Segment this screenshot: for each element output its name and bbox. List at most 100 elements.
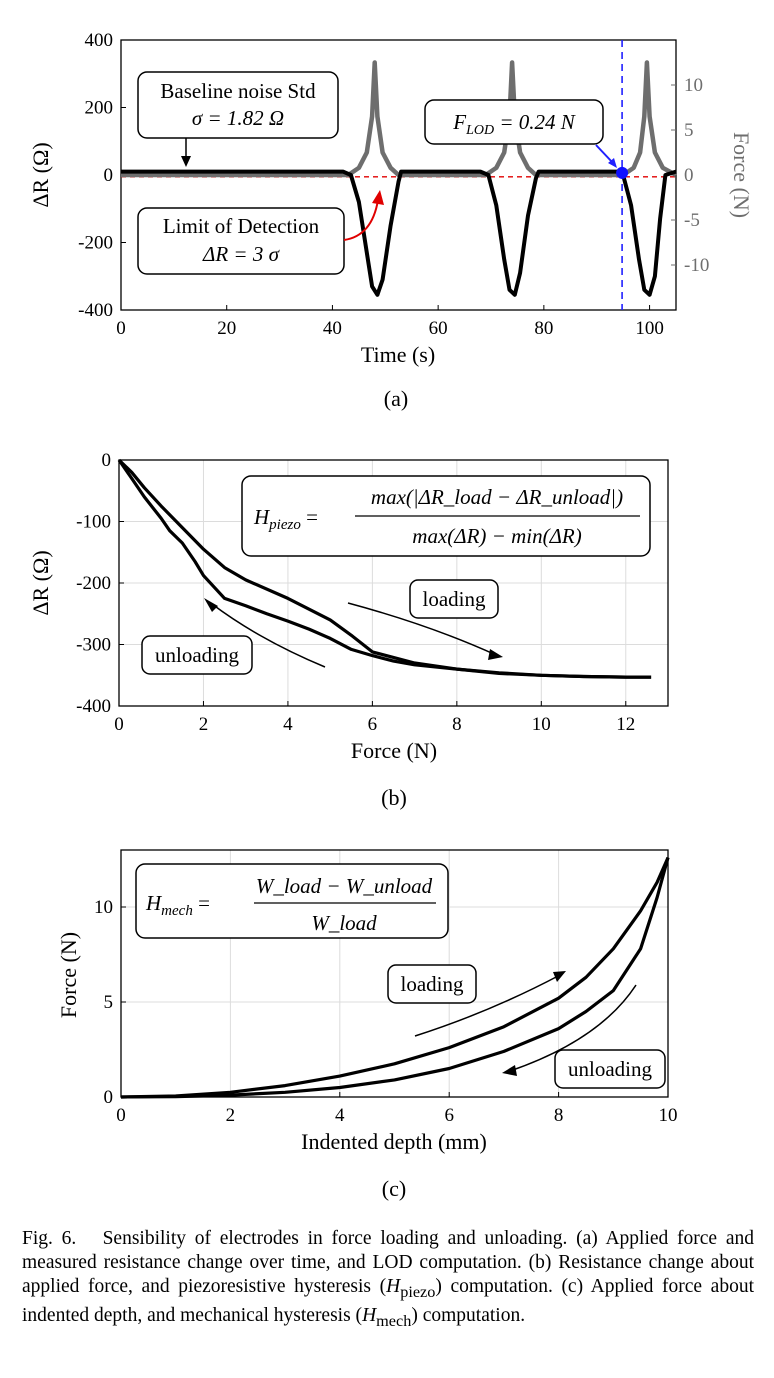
unloading-label-box: [554, 1049, 666, 1089]
caption-h-piezo-sub: piezo: [400, 1282, 436, 1301]
x-tick-label: 0: [116, 318, 126, 339]
unloading-curve: [117, 459, 652, 679]
x-tick-label: 100: [635, 318, 664, 339]
loading-arrow: [414, 974, 561, 1037]
panel-a-ylabel: ΔR (Ω): [28, 142, 53, 207]
x-tick-label: 60: [429, 318, 448, 339]
lod-arrowhead: [372, 190, 384, 205]
loading-arrowhead: [553, 971, 566, 982]
loading-label-box: [387, 964, 477, 1004]
x-tick-label: 10: [659, 1105, 678, 1126]
y-tick-label: 400: [85, 30, 114, 51]
caption-h-piezo: H: [386, 1276, 401, 1297]
flod-arrowhead: [608, 158, 617, 168]
loading-label: loading: [401, 972, 464, 996]
panel-a-y2label: Force (N): [729, 132, 754, 218]
y-tick-label: 10: [94, 897, 113, 918]
lod-annotation-box: [137, 207, 345, 275]
unloading-arrow: [509, 984, 637, 1072]
y-tick-label: -100: [76, 512, 111, 533]
lod-annotation-line2: ΔR = 3 σ: [202, 242, 281, 266]
y-tick-label: -400: [78, 300, 113, 321]
panel-b: 0 2 4 6 8 10 12 0 -100 -200 -300 -400 Hpiezo = max(…: [28, 450, 669, 810]
caption-text-1: Sensibility of electrodes in force loadi…: [22, 1228, 755, 1297]
flod-arrow: [595, 144, 614, 164]
y-tick-label: -300: [76, 635, 111, 656]
noise-annotation-line2: σ = 1.82 Ω: [192, 106, 284, 130]
x-tick-label: 0: [114, 714, 124, 735]
y-tick-label: 5: [104, 992, 114, 1013]
lod-arrow: [343, 199, 379, 241]
x-tick-label: 6: [368, 714, 378, 735]
noise-arrowhead: [181, 156, 191, 167]
panel-c-label: (c): [382, 1176, 406, 1201]
panel-b-xlabel: Force (N): [351, 738, 437, 763]
x-tick-label: 40: [323, 318, 342, 339]
y2-tick-label: 5: [684, 120, 694, 141]
hmech-equation-lhs: Hmech =: [145, 891, 210, 919]
caption-text-3: ) computation.: [411, 1304, 526, 1326]
panel-a-label: (a): [384, 386, 408, 411]
loading-label-box: [409, 579, 499, 619]
noise-annotation-line1: Baseline noise Std: [160, 79, 316, 103]
hpiezo-equation-numerator: max(|ΔR_load − ΔR_unload|): [371, 485, 623, 509]
x-tick-label: 2: [199, 714, 209, 735]
hmech-equation-box: [135, 863, 449, 939]
panel-a: 0 20 40 60 80 100 400 200 0 -200 -400 10 5 0 -5 -10 Bas…: [28, 30, 754, 411]
noise-annotation-box: [137, 71, 339, 139]
y-tick-label: 0: [104, 165, 114, 186]
figure-caption: Fig. 6. Sensibility of electrodes in for…: [22, 1227, 754, 1333]
y2-tick-label: -10: [684, 255, 709, 276]
unloading-curve: [120, 857, 670, 1099]
x-tick-label: 10: [532, 714, 551, 735]
hpiezo-equation-denominator: max(ΔR) − min(ΔR): [412, 524, 581, 548]
loading-arrow: [347, 602, 497, 656]
panel-c-xlabel: Indented depth (mm): [301, 1129, 487, 1154]
unloading-arrowhead: [204, 598, 218, 612]
force-series-line: [121, 60, 678, 178]
y-tick-label: 200: [85, 98, 114, 119]
panel-b-label: (b): [381, 785, 407, 810]
x-tick-label: 6: [444, 1105, 454, 1126]
y2-tick-label: 10: [684, 75, 703, 96]
x-tick-label: 8: [452, 714, 462, 735]
x-tick-label: 4: [335, 1105, 345, 1126]
x-tick-label: 8: [554, 1105, 564, 1126]
y-tick-label: -400: [76, 696, 111, 717]
flod-annotation-box: [424, 99, 604, 145]
hpiezo-equation-lhs: Hpiezo =: [253, 505, 318, 533]
unloading-label: unloading: [155, 643, 239, 667]
y-tick-label: -200: [76, 573, 111, 594]
y2-tick-label: -5: [684, 210, 700, 231]
x-tick-label: 80: [534, 318, 553, 339]
hmech-equation-denominator: W_load: [311, 911, 377, 935]
panel-c-ylabel: Force (N): [56, 932, 81, 1018]
x-tick-label: 20: [217, 318, 236, 339]
y-tick-label: 0: [104, 1087, 114, 1108]
panel-c-frame: [120, 849, 669, 1098]
caption-fig-number: Fig. 6.: [22, 1228, 77, 1249]
loading-arrowhead: [488, 649, 503, 660]
loading-curve: [120, 856, 670, 1099]
y-tick-label: 0: [102, 450, 112, 471]
hmech-equation-numerator: W_load − W_unload: [256, 874, 433, 898]
y-tick-label: -200: [78, 233, 113, 254]
delta-r-series-line: [121, 169, 677, 297]
x-tick-label: 2: [226, 1105, 236, 1126]
caption-h-mech-sub: mech: [376, 1311, 412, 1330]
flod-annotation-text: FLOD = 0.24 N: [452, 110, 576, 138]
panel-c: 0 2 4 6 8 10 10 5 0 Hmech = W_load − W_unload W_…: [56, 849, 678, 1201]
x-tick-label: 12: [616, 714, 635, 735]
panel-a-xlabel: Time (s): [361, 342, 435, 367]
lod-annotation-line1: Limit of Detection: [163, 214, 320, 238]
unloading-arrow: [211, 603, 326, 668]
y2-tick-label: 0: [684, 165, 694, 186]
unloading-arrowhead: [502, 1065, 517, 1076]
x-tick-label: 0: [116, 1105, 126, 1126]
caption-h-mech: H: [362, 1304, 377, 1326]
lod-point-marker: [616, 166, 629, 179]
loading-label: loading: [423, 587, 486, 611]
caption-text-2: ) computation. (c) Applied force about i…: [22, 1276, 754, 1326]
x-tick-label: 4: [283, 714, 293, 735]
